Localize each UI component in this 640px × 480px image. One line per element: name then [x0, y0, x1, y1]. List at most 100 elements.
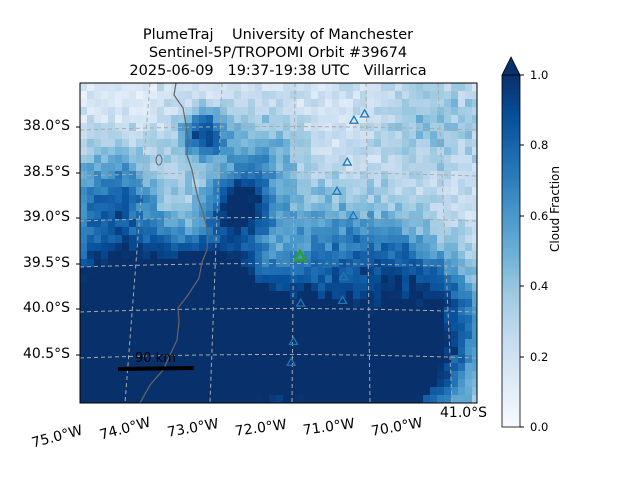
cloud-cell — [101, 83, 109, 92]
cloud-cell — [220, 83, 228, 92]
cloud-cell — [269, 331, 277, 340]
cloud-cell — [381, 299, 389, 308]
cloud-cell — [192, 115, 200, 124]
cloud-cell — [318, 275, 326, 284]
cloud-cell — [290, 147, 298, 156]
cloud-cell — [171, 355, 179, 364]
cloud-cell — [108, 91, 116, 100]
cloud-cell — [437, 339, 445, 348]
cloud-cell — [164, 115, 172, 124]
cloud-cell — [269, 115, 277, 124]
cloud-cell — [360, 115, 368, 124]
cloud-cell — [353, 387, 361, 396]
cloud-cell — [430, 155, 438, 164]
cloud-cell — [234, 155, 242, 164]
cloud-cell — [451, 115, 459, 124]
cloud-cell — [171, 131, 179, 140]
cloud-cell — [325, 275, 333, 284]
cloud-cell — [185, 307, 193, 316]
cloud-cell — [465, 115, 473, 124]
cloud-cell — [416, 203, 424, 212]
cloud-cell — [318, 235, 326, 244]
cloud-cell — [402, 219, 410, 228]
cloud-cell — [374, 355, 382, 364]
cloud-cell — [402, 387, 410, 396]
cloud-cell — [213, 171, 221, 180]
cloud-cell — [206, 323, 214, 332]
cloud-cell — [87, 123, 95, 132]
cloud-cell — [304, 155, 312, 164]
cloud-cell — [311, 363, 319, 372]
cloud-cell — [80, 355, 88, 364]
cloud-cell — [255, 107, 263, 116]
cloud-cell — [87, 347, 95, 356]
cloud-cell — [143, 259, 151, 268]
cloud-cell — [304, 307, 312, 316]
cloud-cell — [444, 395, 452, 403]
cloud-cell — [465, 139, 473, 148]
cloud-cell — [339, 115, 347, 124]
cloud-cell — [451, 395, 459, 403]
cloud-cell — [234, 99, 242, 108]
cloud-cell — [199, 307, 207, 316]
cloud-cell — [332, 259, 340, 268]
cloud-cell — [80, 299, 88, 308]
cloud-cell — [339, 259, 347, 268]
cloud-cell — [465, 195, 473, 204]
cloud-cell — [227, 355, 235, 364]
cloud-cell — [367, 219, 375, 228]
cloud-cell — [143, 275, 151, 284]
cloud-cell — [262, 243, 270, 252]
cloud-cell — [213, 203, 221, 212]
cloud-cell — [192, 323, 200, 332]
cloud-cell — [395, 283, 403, 292]
cloud-cell — [234, 235, 242, 244]
cloud-cell — [101, 315, 109, 324]
cloud-cell — [178, 339, 186, 348]
cloud-cell — [451, 107, 459, 116]
cloud-cell — [143, 99, 151, 108]
cloud-cell — [164, 395, 172, 403]
cloud-cell — [395, 379, 403, 388]
cloud-cell — [360, 235, 368, 244]
cloud-cell — [423, 371, 431, 380]
cloud-cell — [129, 395, 137, 403]
cloud-cell — [234, 275, 242, 284]
cloud-cell — [157, 99, 165, 108]
cloud-cell — [157, 155, 165, 164]
cloud-cell — [199, 211, 207, 220]
cloud-cell — [157, 323, 165, 332]
cloud-cell — [311, 347, 319, 356]
cloud-cell — [353, 331, 361, 340]
cloud-cell — [164, 195, 172, 204]
cloud-cell — [94, 99, 102, 108]
cloud-cell — [269, 291, 277, 300]
cloud-cell — [395, 139, 403, 148]
cloud-cell — [318, 155, 326, 164]
cloud-cell — [241, 91, 249, 100]
cloud-cell — [122, 347, 130, 356]
cloud-cell — [143, 155, 151, 164]
cloud-cell — [437, 139, 445, 148]
cloud-cell — [304, 355, 312, 364]
cloud-cell — [101, 251, 109, 260]
cloud-cell — [311, 331, 319, 340]
cloud-cell — [255, 331, 263, 340]
cloud-cell — [213, 363, 221, 372]
cloud-cell — [346, 147, 354, 156]
cloud-cell — [318, 331, 326, 340]
cloud-cell — [143, 331, 151, 340]
cloud-cell — [374, 315, 382, 324]
cloud-cell — [388, 291, 396, 300]
cloud-cell — [374, 339, 382, 348]
cloud-cell — [241, 307, 249, 316]
cloud-cell — [185, 107, 193, 116]
cloud-cell — [241, 331, 249, 340]
cloud-cell — [129, 83, 137, 92]
coastline — [139, 83, 209, 403]
cloud-cell — [374, 163, 382, 172]
cloud-cell — [185, 131, 193, 140]
cloud-cell — [255, 339, 263, 348]
volcano-marker — [288, 336, 299, 346]
cloud-cell — [255, 139, 263, 148]
